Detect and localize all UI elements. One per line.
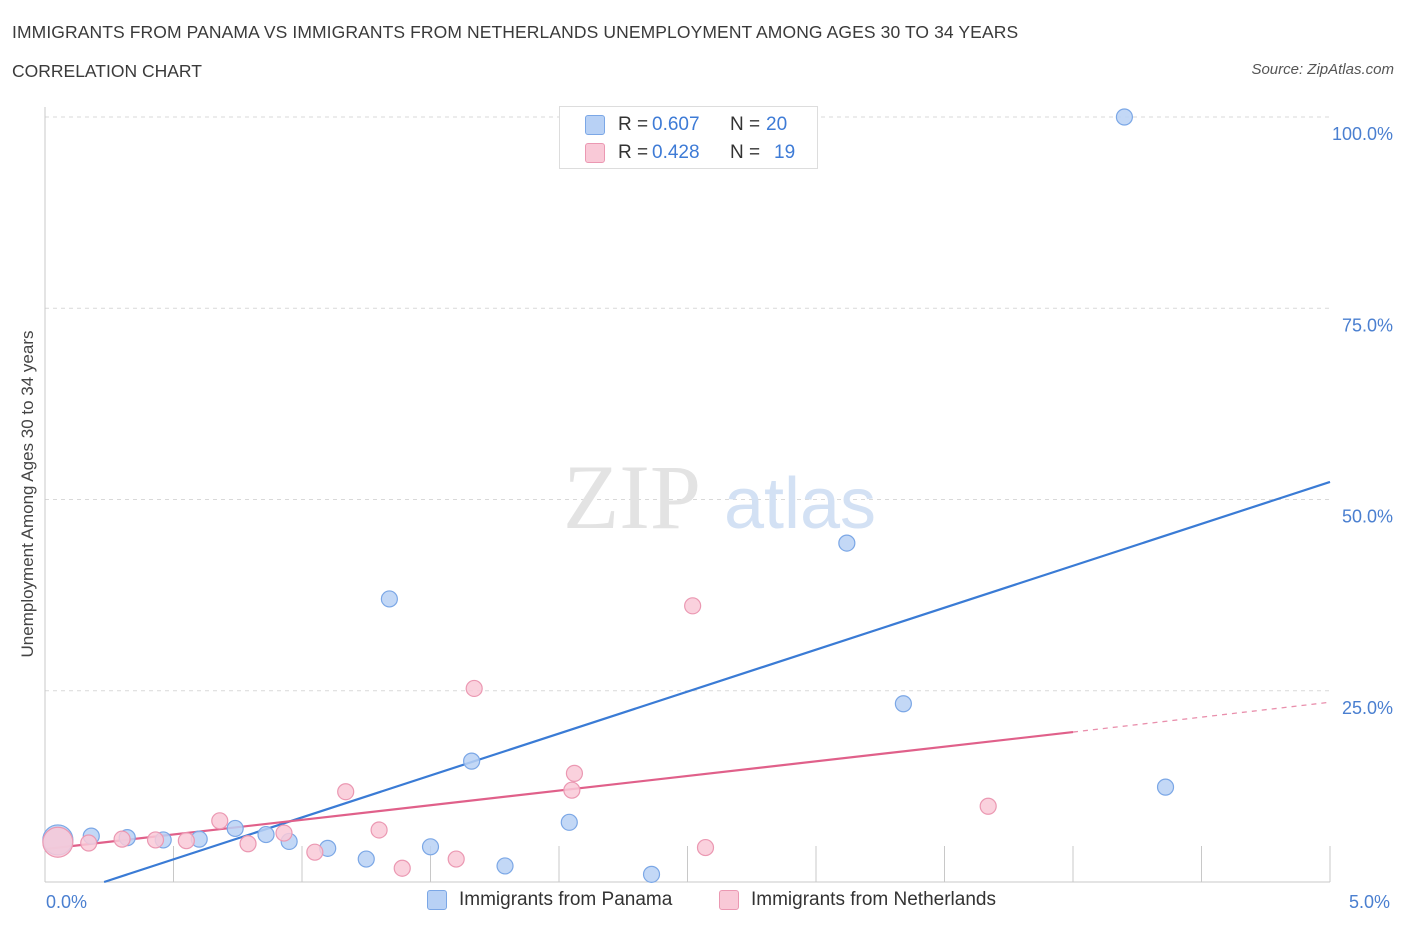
r-label: R = xyxy=(618,142,649,163)
y-tick-label: 75.0% xyxy=(1342,315,1393,335)
data-point-1 xyxy=(565,764,584,782)
legend-label-netherlands: Immigrants from Netherlands xyxy=(751,889,996,910)
data-point-0 xyxy=(642,865,661,883)
legend-item-panama[interactable]: Immigrants from Panama xyxy=(427,889,672,911)
chart-subtitle: CORRELATION CHART xyxy=(12,61,202,81)
n-label: N = xyxy=(730,142,761,163)
data-point-0 xyxy=(357,850,375,868)
data-point-1 xyxy=(211,812,229,830)
trend-line-extension-1 xyxy=(1072,701,1331,733)
data-point-1 xyxy=(177,832,195,850)
data-point-0 xyxy=(421,838,440,856)
legend-swatch-netherlands xyxy=(719,890,739,910)
data-point-0 xyxy=(496,857,514,875)
y-axis-label: Unemployment Among Ages 30 to 34 years xyxy=(18,330,37,658)
x-tick-max: 5.0% xyxy=(1349,892,1391,912)
trend-line-0 xyxy=(103,480,1331,884)
data-point-0 xyxy=(1115,108,1134,126)
axes: 100.0% 75.0% 50.0% 25.0% xyxy=(44,107,1393,883)
stats-legend: R = 0.607 N = 20 R = 0.428 N = 19 xyxy=(559,106,818,169)
watermark-zip: ZIP xyxy=(563,446,701,548)
watermark: ZIP atlas xyxy=(563,446,876,548)
n-value: 19 xyxy=(774,142,796,163)
data-point-1 xyxy=(684,597,702,615)
source-label: Source: ZipAtlas.com xyxy=(1251,61,1394,78)
legend-row-netherlands: R = 0.428 N = 19 xyxy=(585,141,795,165)
r-label: R = xyxy=(618,114,649,135)
data-point-0 xyxy=(560,813,578,831)
legend-swatch-panama xyxy=(585,115,605,135)
data-point-1 xyxy=(696,838,715,857)
n-value: 20 xyxy=(766,114,788,135)
data-points xyxy=(42,108,1175,883)
data-point-1 xyxy=(275,824,293,842)
legend-row-panama: R = 0.607 N = 20 xyxy=(585,113,787,137)
data-point-1 xyxy=(979,797,997,815)
data-point-0 xyxy=(257,825,275,844)
r-value: 0.428 xyxy=(652,142,700,163)
data-point-1 xyxy=(337,783,355,801)
data-point-1 xyxy=(370,821,388,839)
n-label: N = xyxy=(730,114,761,135)
data-point-0 xyxy=(380,590,398,608)
r-value: 0.607 xyxy=(652,114,700,135)
data-point-1 xyxy=(239,835,257,853)
x-tick-min: 0.0% xyxy=(46,892,88,912)
data-point-1 xyxy=(113,830,131,848)
data-point-0 xyxy=(894,695,912,713)
y-tick-label: 25.0% xyxy=(1342,698,1393,718)
data-point-1 xyxy=(447,850,465,868)
trend-lines xyxy=(44,480,1331,884)
data-point-0 xyxy=(1156,778,1175,796)
data-point-1 xyxy=(42,826,74,858)
data-point-0 xyxy=(226,819,244,838)
y-tick-label: 50.0% xyxy=(1342,507,1393,527)
legend-item-netherlands[interactable]: Immigrants from Netherlands xyxy=(719,889,996,911)
y-tick-label: 100.0% xyxy=(1332,124,1393,144)
data-point-1 xyxy=(80,834,98,852)
data-point-0 xyxy=(463,752,481,770)
chart-title: IMMIGRANTS FROM PANAMA VS IMMIGRANTS FRO… xyxy=(12,22,1019,42)
data-point-0 xyxy=(838,534,856,552)
data-point-1 xyxy=(306,843,324,861)
data-point-1 xyxy=(393,859,411,877)
watermark-atlas: atlas xyxy=(724,464,876,544)
legend-swatch-panama xyxy=(427,890,447,910)
data-point-1 xyxy=(465,679,483,698)
legend-label-panama: Immigrants from Panama xyxy=(459,889,673,910)
trend-line-1 xyxy=(44,730,1074,851)
data-point-1 xyxy=(146,831,165,849)
legend-swatch-netherlands xyxy=(585,143,605,163)
data-point-1 xyxy=(563,781,581,799)
